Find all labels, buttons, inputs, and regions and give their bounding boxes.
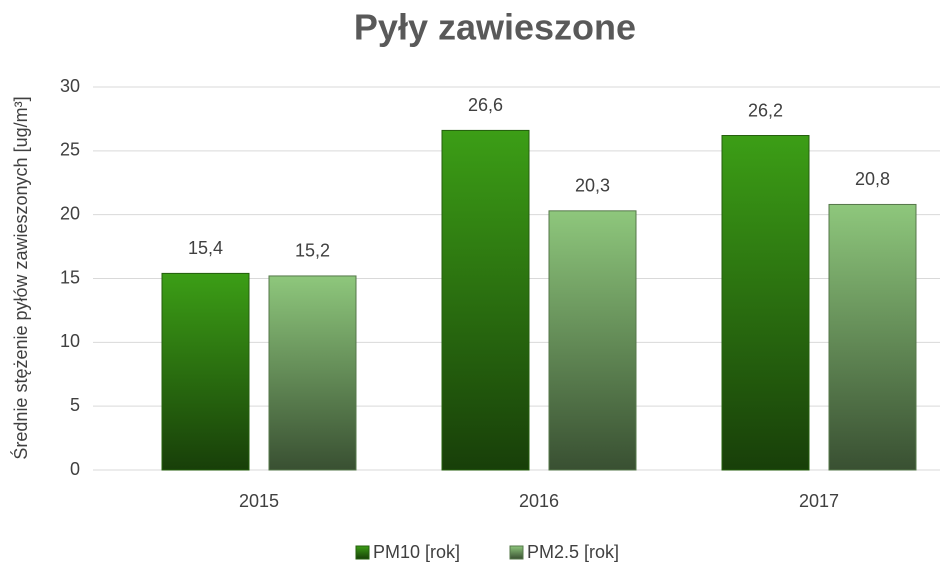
y-tick-label: 20 [60,203,80,223]
legend-label: PM10 [rok] [373,542,460,562]
y-tick-label: 5 [70,395,80,415]
bar [721,135,810,471]
x-tick-label: 2017 [799,491,839,511]
bar [268,275,357,471]
legend-label: PM2.5 [rok] [527,542,619,562]
value-label: 20,8 [855,169,890,189]
value-label: 20,3 [575,176,610,196]
y-tick-label: 15 [60,267,80,287]
y-axis-title: Średnie stężenie pyłów zawieszonych [ug/… [10,96,31,459]
legend-swatch [509,545,524,560]
bar [161,272,250,471]
value-label: 15,4 [188,238,223,258]
y-tick-label: 30 [60,76,80,96]
chart-title: Pyły zawieszone [354,7,636,48]
x-tick-label: 2015 [239,491,279,511]
x-tick-label: 2016 [519,491,559,511]
value-label: 15,2 [295,241,330,261]
y-tick-label: 10 [60,331,80,351]
value-label: 26,2 [748,100,783,120]
legend-swatch [355,545,370,560]
value-label: 26,6 [468,95,503,115]
bar [548,210,637,471]
bar [441,129,530,471]
y-tick-label: 0 [70,459,80,479]
bar [828,203,917,471]
y-tick-label: 25 [60,140,80,160]
